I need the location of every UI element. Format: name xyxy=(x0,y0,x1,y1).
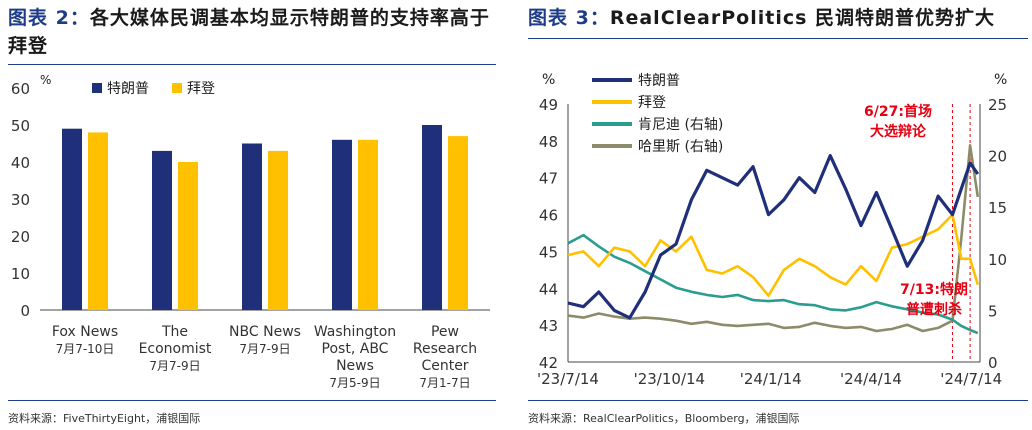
right-panel: 图表 3：RealClearPolitics 民调特朗普优势扩大 %% 42 43 4… xyxy=(520,0,1032,430)
bar-biden-1 xyxy=(178,162,198,310)
line-right-tick-label: 15 xyxy=(988,199,1007,217)
line-right-unit: % xyxy=(994,72,1007,88)
line-left-tick-label: 47 xyxy=(539,170,558,188)
line-left-tick-label: 45 xyxy=(539,243,558,261)
bar-trump-3 xyxy=(332,139,352,310)
bar-trump-0 xyxy=(62,128,82,310)
series-line-0 xyxy=(567,153,980,320)
bar-legend-swatch xyxy=(172,83,182,93)
bar-trump-1 xyxy=(152,150,172,310)
line-legend-label: 肯尼迪 (右轴) xyxy=(638,117,723,133)
line-legend-label: 拜登 xyxy=(638,95,666,111)
bar-category-label: The xyxy=(161,324,188,340)
series-line-3 xyxy=(567,144,980,333)
line-left-tick-label: 49 xyxy=(539,96,558,114)
line-right-tick-label: 10 xyxy=(988,251,1007,269)
right-title: RealClearPolitics 民调特朗普优势扩大 xyxy=(609,7,996,29)
line-right-tick-label: 0 xyxy=(988,354,998,372)
right-figure-label: 图表 3： xyxy=(528,7,610,29)
line-left-tick-label: 48 xyxy=(539,133,558,151)
bar-category-label: Pew xyxy=(431,324,459,340)
left-title-rule xyxy=(8,64,496,65)
bar-y-tick-label: 20 xyxy=(11,228,30,246)
bar-category-date: 7月5-9日 xyxy=(329,376,380,390)
bar-category-label: Research xyxy=(413,341,477,357)
line-x-tick-label: '24/4/14 xyxy=(840,370,902,388)
bar-y-tick-label: 10 xyxy=(11,265,30,283)
line-right-tick-label: 20 xyxy=(988,148,1007,166)
bar-category-date: 7月7-9日 xyxy=(149,359,200,373)
bar-y-tick-label: 40 xyxy=(11,154,30,172)
annotation-label-assassination: 普遭刺杀 xyxy=(906,301,962,318)
line-left-tick-label: 42 xyxy=(539,354,558,372)
line-legend-label: 哈里斯 (右轴) xyxy=(638,139,723,155)
line-right-tick-label: 25 xyxy=(988,96,1007,114)
left-title: 各大媒体民调基本均显示特朗普的支持率高于拜登 xyxy=(8,7,490,57)
bar-category-label: Center xyxy=(421,358,468,374)
bar-y-tick-label: 60 xyxy=(11,80,30,98)
series-line-2 xyxy=(567,233,979,335)
bar-category-date: 7月7-9日 xyxy=(239,342,290,356)
left-title-block: 图表 2：各大媒体民调基本均显示特朗普的支持率高于拜登 xyxy=(8,4,494,60)
bar-legend-swatch xyxy=(92,83,102,93)
bar-trump-4 xyxy=(422,125,442,310)
right-source-rule xyxy=(528,400,1028,401)
bar-biden-0 xyxy=(88,132,108,310)
line-x-tick-label: '23/10/14 xyxy=(634,370,706,388)
left-figure-label: 图表 2： xyxy=(8,7,90,29)
annotation-label-assassination: 7/13:特朗 xyxy=(900,281,968,298)
bar-biden-2 xyxy=(268,150,288,310)
left-source-rule xyxy=(8,400,496,401)
bar-category-date: 7月1-7日 xyxy=(419,376,470,390)
bar-category-label: News xyxy=(336,358,374,374)
bar-category-date: 7月7-10日 xyxy=(56,342,115,356)
line-left-unit: % xyxy=(542,72,555,88)
bar-biden-3 xyxy=(358,139,378,310)
line-chart: % % 42 43 44 45 46 47 48 49 0 5 10 15 20 25 '23/7/14 '23/… xyxy=(537,72,1007,388)
bar-trump-2 xyxy=(242,143,262,310)
right-title-rule xyxy=(528,38,1028,39)
left-source: 资料来源：FiveThirtyEight，浦银国际 xyxy=(8,412,201,425)
bar-category-label: Post, ABC xyxy=(322,341,389,357)
series-line-1 xyxy=(567,213,980,297)
bar-legend-label: 特朗普 xyxy=(107,81,149,97)
bar-biden-4 xyxy=(448,136,468,310)
line-x-tick-label: '24/7/14 xyxy=(940,370,1002,388)
bar-category-label: Economist xyxy=(139,341,212,357)
right-title-block: 图表 3：RealClearPolitics 民调特朗普优势扩大 xyxy=(528,4,1018,32)
left-panel: 图表 2：各大媒体民调基本均显示特朗普的支持率高于拜登 % 0 10 20 30 40 50… xyxy=(0,0,500,430)
line-x-tick-label: '23/7/14 xyxy=(537,370,599,388)
bar-y-tick-label: 0 xyxy=(20,302,30,320)
bar-category-label: NBC News xyxy=(229,324,301,340)
line-left-tick-label: 43 xyxy=(539,317,558,335)
annotation-label-debate: 6/27:首场 xyxy=(864,103,932,120)
bar-y-tick-label: 30 xyxy=(11,191,30,209)
bar-y-tick-label: 50 xyxy=(11,117,30,135)
bar-legend-label: 拜登 xyxy=(187,81,215,97)
line-legend-label: 特朗普 xyxy=(638,73,680,89)
line-x-tick-label: '24/1/14 xyxy=(740,370,802,388)
bar-category-label: Washington xyxy=(314,324,396,340)
bar-chart: % 0 10 20 30 40 50 60 Fox News 7月7-10日 TheEconomis… xyxy=(11,73,490,390)
line-right-tick-label: 5 xyxy=(988,302,998,320)
annotation-label-debate: 大选辩论 xyxy=(870,123,927,140)
line-left-tick-label: 44 xyxy=(539,280,558,298)
bar-category-label: Fox News xyxy=(52,324,118,340)
right-source: 资料来源：RealClearPolitics，Bloomberg，浦银国际 xyxy=(528,412,800,425)
bar-y-unit: % xyxy=(40,73,51,87)
line-left-tick-label: 46 xyxy=(539,207,558,225)
